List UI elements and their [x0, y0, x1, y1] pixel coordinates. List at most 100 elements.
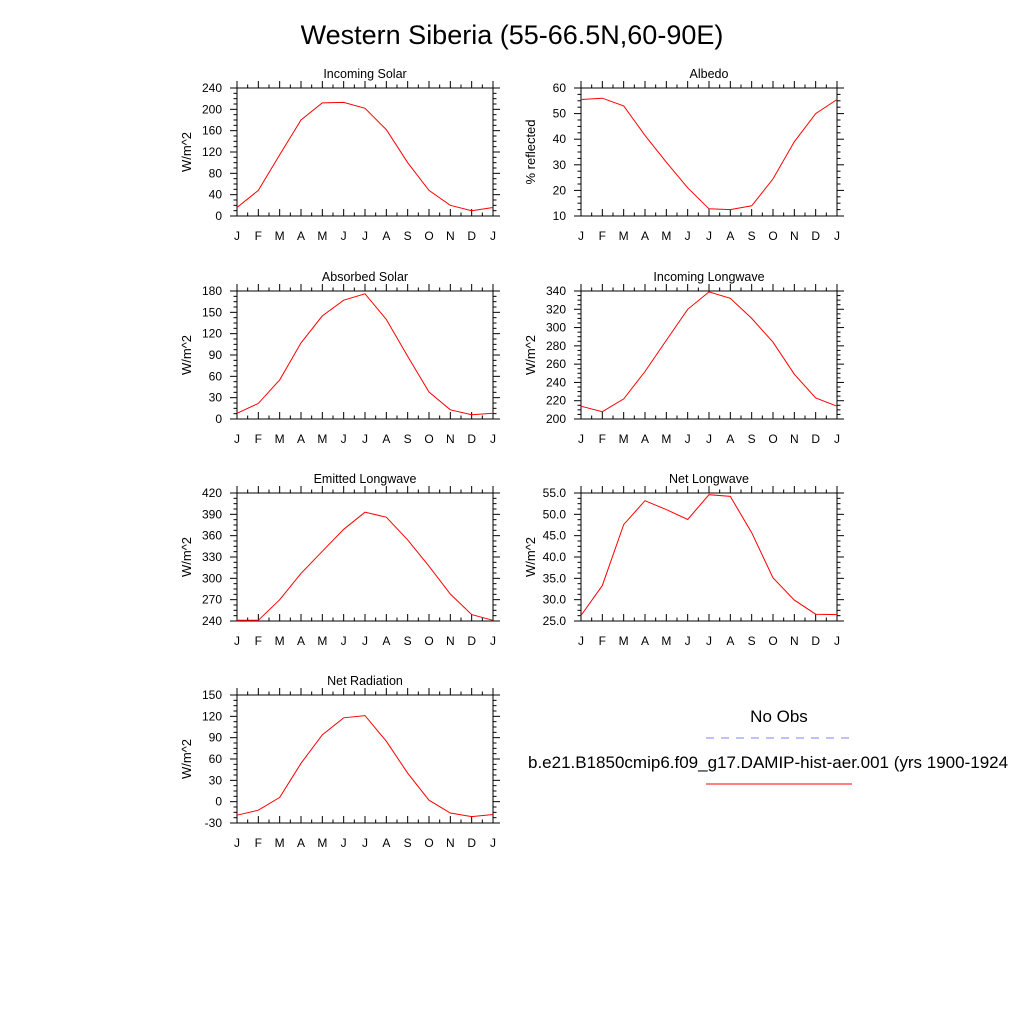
y-tick-label: 45.0: [543, 529, 567, 543]
y-tick-label: 35.0: [543, 571, 567, 585]
y-tick-label: 390: [202, 507, 222, 521]
y-axis-label: W/m^2: [523, 335, 538, 375]
y-tick-label: 90: [209, 731, 223, 745]
x-tick-label: J: [834, 229, 840, 243]
x-tick-label: J: [362, 229, 368, 243]
y-tick-label: 60: [209, 752, 223, 766]
x-tick-label: A: [726, 432, 734, 446]
x-tick-label: A: [726, 229, 734, 243]
x-tick-label: A: [382, 836, 390, 850]
y-tick-label: 50.0: [543, 507, 567, 521]
x-tick-label: S: [748, 229, 756, 243]
x-tick-label: O: [424, 634, 433, 648]
x-tick-label: J: [834, 634, 840, 648]
y-tick-label: 0: [215, 412, 222, 426]
y-tick-label: 300: [202, 571, 222, 585]
series-line: [237, 511, 494, 621]
y-tick-label: 180: [202, 284, 222, 298]
plot-frame: [236, 694, 494, 824]
y-tick-label: 270: [202, 593, 222, 607]
x-tick-label: A: [382, 432, 390, 446]
plot-frame: [580, 492, 838, 622]
x-tick-label: M: [619, 634, 629, 648]
x-tick-label: O: [424, 432, 433, 446]
y-tick-label: 80: [209, 166, 223, 180]
y-tick-label: 30: [209, 773, 223, 787]
x-tick-label: J: [362, 432, 368, 446]
x-tick-label: F: [255, 229, 262, 243]
x-tick-label: J: [234, 836, 240, 850]
x-tick-label: M: [275, 229, 285, 243]
series-line: [580, 494, 838, 616]
x-tick-label: S: [404, 229, 412, 243]
main-title: Western Siberia (55-66.5N,60-90E): [300, 20, 724, 50]
y-tick-label: 40.0: [543, 550, 567, 564]
y-tick-label: 280: [546, 339, 566, 353]
y-axis-label: W/m^2: [179, 132, 194, 172]
x-tick-label: A: [297, 432, 305, 446]
x-tick-label: D: [467, 229, 476, 243]
plot-frame: [580, 290, 838, 420]
y-tick-label: 30: [209, 391, 223, 405]
y-tick-label: 120: [202, 327, 222, 341]
y-axis-label: W/m^2: [179, 537, 194, 577]
x-tick-label: S: [748, 634, 756, 648]
y-tick-label: 320: [546, 302, 566, 316]
y-tick-label: 10: [553, 209, 567, 223]
x-tick-label: M: [275, 836, 285, 850]
x-tick-label: F: [599, 229, 606, 243]
x-tick-label: J: [234, 634, 240, 648]
y-tick-label: 60: [553, 81, 567, 95]
x-tick-label: A: [726, 634, 734, 648]
x-tick-label: A: [297, 634, 305, 648]
x-tick-label: A: [641, 229, 649, 243]
y-tick-label: 420: [202, 486, 222, 500]
x-tick-label: J: [685, 634, 691, 648]
series-line: [580, 97, 838, 211]
y-tick-label: 360: [202, 529, 222, 543]
x-tick-label: A: [382, 229, 390, 243]
y-tick-label: 260: [546, 357, 566, 371]
y-axis-label: W/m^2: [523, 537, 538, 577]
x-tick-label: J: [362, 836, 368, 850]
y-tick-label: 240: [546, 375, 566, 389]
x-tick-label: S: [404, 432, 412, 446]
y-tick-label: 40: [209, 188, 223, 202]
y-tick-label: 340: [546, 284, 566, 298]
x-tick-label: J: [490, 229, 496, 243]
y-tick-label: 55.0: [543, 486, 567, 500]
plot-frame: [236, 290, 494, 420]
panel-title: Albedo: [690, 67, 729, 81]
x-tick-label: D: [467, 432, 476, 446]
panel-title: Incoming Solar: [323, 67, 406, 81]
x-tick-label: J: [706, 229, 712, 243]
x-tick-label: A: [297, 229, 305, 243]
y-tick-label: 60: [209, 369, 223, 383]
x-tick-label: J: [578, 229, 584, 243]
panel-title: Emitted Longwave: [314, 472, 417, 486]
y-tick-label: 25.0: [543, 614, 567, 628]
x-tick-label: J: [685, 432, 691, 446]
y-tick-label: -30: [205, 816, 223, 830]
x-tick-label: F: [255, 634, 262, 648]
y-tick-label: 120: [202, 145, 222, 159]
x-tick-label: M: [661, 432, 671, 446]
y-axis-label: % reflected: [523, 119, 538, 184]
x-tick-label: M: [317, 836, 327, 850]
x-tick-label: D: [811, 229, 820, 243]
x-tick-label: N: [790, 634, 799, 648]
x-tick-label: S: [748, 432, 756, 446]
series-line: [580, 291, 838, 413]
x-tick-label: N: [446, 432, 455, 446]
legend-model-label: b.e21.B1850cmip6.f09_g17.DAMIP-hist-aer.…: [528, 753, 1008, 772]
x-tick-label: J: [362, 634, 368, 648]
x-tick-label: S: [404, 634, 412, 648]
y-tick-label: 240: [202, 614, 222, 628]
y-axis-label: W/m^2: [179, 739, 194, 779]
